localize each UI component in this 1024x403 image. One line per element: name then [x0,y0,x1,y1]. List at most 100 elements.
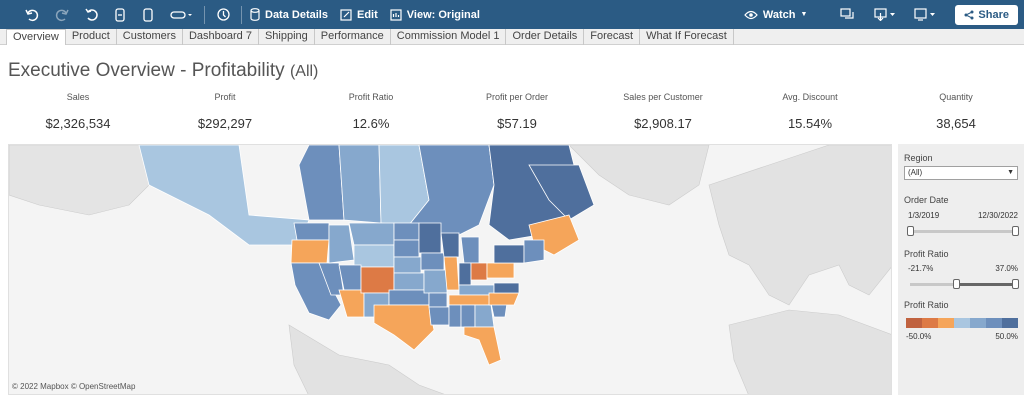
order-date-track[interactable] [910,230,1016,233]
tab-commission-model-1[interactable]: Commission Model 1 [391,29,507,45]
redo-icon[interactable] [52,5,72,25]
tab-overview[interactable]: Overview [6,29,66,45]
profit-ratio-max-handle[interactable] [1012,279,1019,289]
share-button[interactable]: Share [955,4,1018,25]
profit-ratio-max: 37.0% [995,264,1018,273]
legend-max: 50.0% [995,332,1018,341]
kpi-profit-ratio[interactable]: Profit Ratio 12.6% [296,92,446,131]
region-saskatchewan [338,145,382,224]
comments-icon[interactable] [837,5,857,25]
state-washington [293,222,330,241]
state-montana [348,222,395,246]
state-oklahoma [388,289,430,306]
tab-dashboard-7[interactable]: Dashboard 7 [183,29,259,45]
state-new-england [523,239,545,264]
kpi-value: 12.6% [352,116,390,131]
kpi-label: Avg. Discount [782,92,838,102]
tab-product[interactable]: Product [66,29,117,45]
region-labrador [528,164,595,221]
revert-icon[interactable] [82,5,102,25]
kpi-value: $2,326,534 [45,116,111,131]
kpi-value: $2,908.17 [634,116,692,131]
order-date-max: 12/30/2022 [977,211,1018,220]
kpi-value: $57.19 [497,116,537,131]
state-florida [463,326,502,366]
legend-swatch [938,318,954,328]
state-iowa [420,252,445,271]
view-button[interactable]: View: Original [390,9,480,21]
state-louisiana [428,306,450,326]
edit-button[interactable]: Edit [340,9,378,21]
legend-swatch [970,318,986,328]
map-attribution[interactable]: © 2022 Mapbox © OpenStreetMap [12,382,136,391]
state-virginia [493,282,520,294]
tab-performance[interactable]: Performance [315,29,391,45]
order-date-max-handle[interactable] [1012,226,1019,236]
state-arkansas [428,292,448,308]
state-ohio [470,262,488,281]
download-icon[interactable] [871,5,901,25]
kpi-label: Profit per Order [485,92,549,102]
order-date-min-handle[interactable] [907,226,914,236]
latin-america-landmass [288,324,445,394]
map-canvas[interactable] [9,145,892,395]
kpi-sales-per-customer[interactable]: Sales per Customer $2,908.17 [588,92,738,131]
tab-what-if-forecast[interactable]: What If Forecast [640,29,734,45]
profit-ratio-legend-label: Profit Ratio [904,300,949,310]
sheet-tabs: Overview Product Customers Dashboard 7 S… [0,29,1024,45]
africa-landmass [728,309,891,394]
pause-updates-icon[interactable] [138,5,158,25]
state-oregon [290,239,330,264]
state-wisconsin [440,232,460,258]
state-idaho [328,224,355,264]
legend-swatch [906,318,922,328]
kpi-row: Sales $2,326,534 Profit $292,297 Profit … [0,92,1024,138]
toolbar: Data Details Edit View: Original Watch ▼… [0,0,1024,29]
state-colorado [360,266,395,294]
kpi-profit-per-order[interactable]: Profit per Order $57.19 [442,92,592,131]
presentation-icon[interactable] [166,5,196,25]
share-label: Share [978,8,1009,21]
kpi-avg-discount[interactable]: Avg. Discount 15.54% [735,92,885,131]
kpi-quantity[interactable]: Quantity 38,654 [881,92,1024,131]
state-georgia [474,304,495,328]
tab-forecast[interactable]: Forecast [584,29,641,45]
state-nebraska [393,256,422,274]
undo-icon[interactable] [22,5,42,25]
kpi-sales[interactable]: Sales $2,326,534 [3,92,153,131]
data-details-label: Data Details [265,8,328,21]
tab-order-details[interactable]: Order Details [506,29,585,45]
greenland-landmass [568,145,710,206]
share-icon [964,10,974,19]
watch-button[interactable]: Watch ▼ [744,9,807,21]
state-south-dakota [393,239,420,258]
region-dropdown-value: (All) [908,168,923,177]
region-dropdown[interactable]: (All) ▼ [904,166,1018,180]
tab-shipping[interactable]: Shipping [259,29,315,45]
kpi-label: Profit [214,92,236,102]
refresh-data-icon[interactable] [110,5,130,25]
state-alabama [460,304,476,328]
europe-landmass [708,145,891,306]
full-screen-icon[interactable] [911,5,941,25]
alaska-landmass [9,145,150,216]
state-tennessee [448,294,495,306]
state-wyoming [353,244,395,268]
title-filter: (All) [289,63,319,80]
state-missouri [423,269,448,294]
profit-ratio-min-handle[interactable] [953,279,960,289]
kpi-label: Sales per Customer [623,92,703,102]
profit-ratio-track[interactable] [910,283,1016,286]
metrics-icon[interactable] [213,5,233,25]
state-kansas [393,272,425,291]
edit-label: Edit [356,8,378,21]
legend-swatch [986,318,1002,328]
title-text: Executive Overview - Profitability [8,60,285,81]
tab-customers[interactable]: Customers [117,29,183,45]
kpi-profit[interactable]: Profit $292,297 [150,92,300,131]
data-details-button[interactable]: Data Details [250,8,328,21]
profit-map[interactable]: © 2022 Mapbox © OpenStreetMap [8,144,892,395]
chevron-down-icon: ▼ [1007,169,1014,176]
state-north-dakota [393,222,420,241]
eye-icon [744,10,758,19]
